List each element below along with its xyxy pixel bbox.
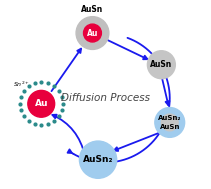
Text: AuSn₂: AuSn₂ — [158, 115, 181, 121]
Circle shape — [76, 17, 109, 50]
Text: AuSn: AuSn — [160, 124, 180, 129]
FancyArrowPatch shape — [114, 133, 160, 151]
Text: AuSn: AuSn — [150, 60, 172, 69]
FancyArrowPatch shape — [105, 39, 147, 59]
Circle shape — [84, 24, 101, 42]
Circle shape — [147, 51, 175, 79]
Text: $Sn^{2+}$: $Sn^{2+}$ — [13, 80, 30, 89]
Circle shape — [155, 108, 185, 137]
FancyArrowPatch shape — [51, 49, 81, 91]
Text: AuSn: AuSn — [81, 5, 104, 14]
Text: AuSn₂: AuSn₂ — [83, 155, 113, 164]
FancyArrowPatch shape — [162, 79, 169, 105]
Text: Au: Au — [87, 29, 98, 38]
Circle shape — [79, 141, 117, 178]
Circle shape — [28, 90, 55, 117]
Circle shape — [161, 114, 178, 131]
Text: Diffusion Process: Diffusion Process — [61, 93, 150, 103]
FancyArrowPatch shape — [52, 115, 85, 156]
Text: Au: Au — [35, 99, 48, 108]
